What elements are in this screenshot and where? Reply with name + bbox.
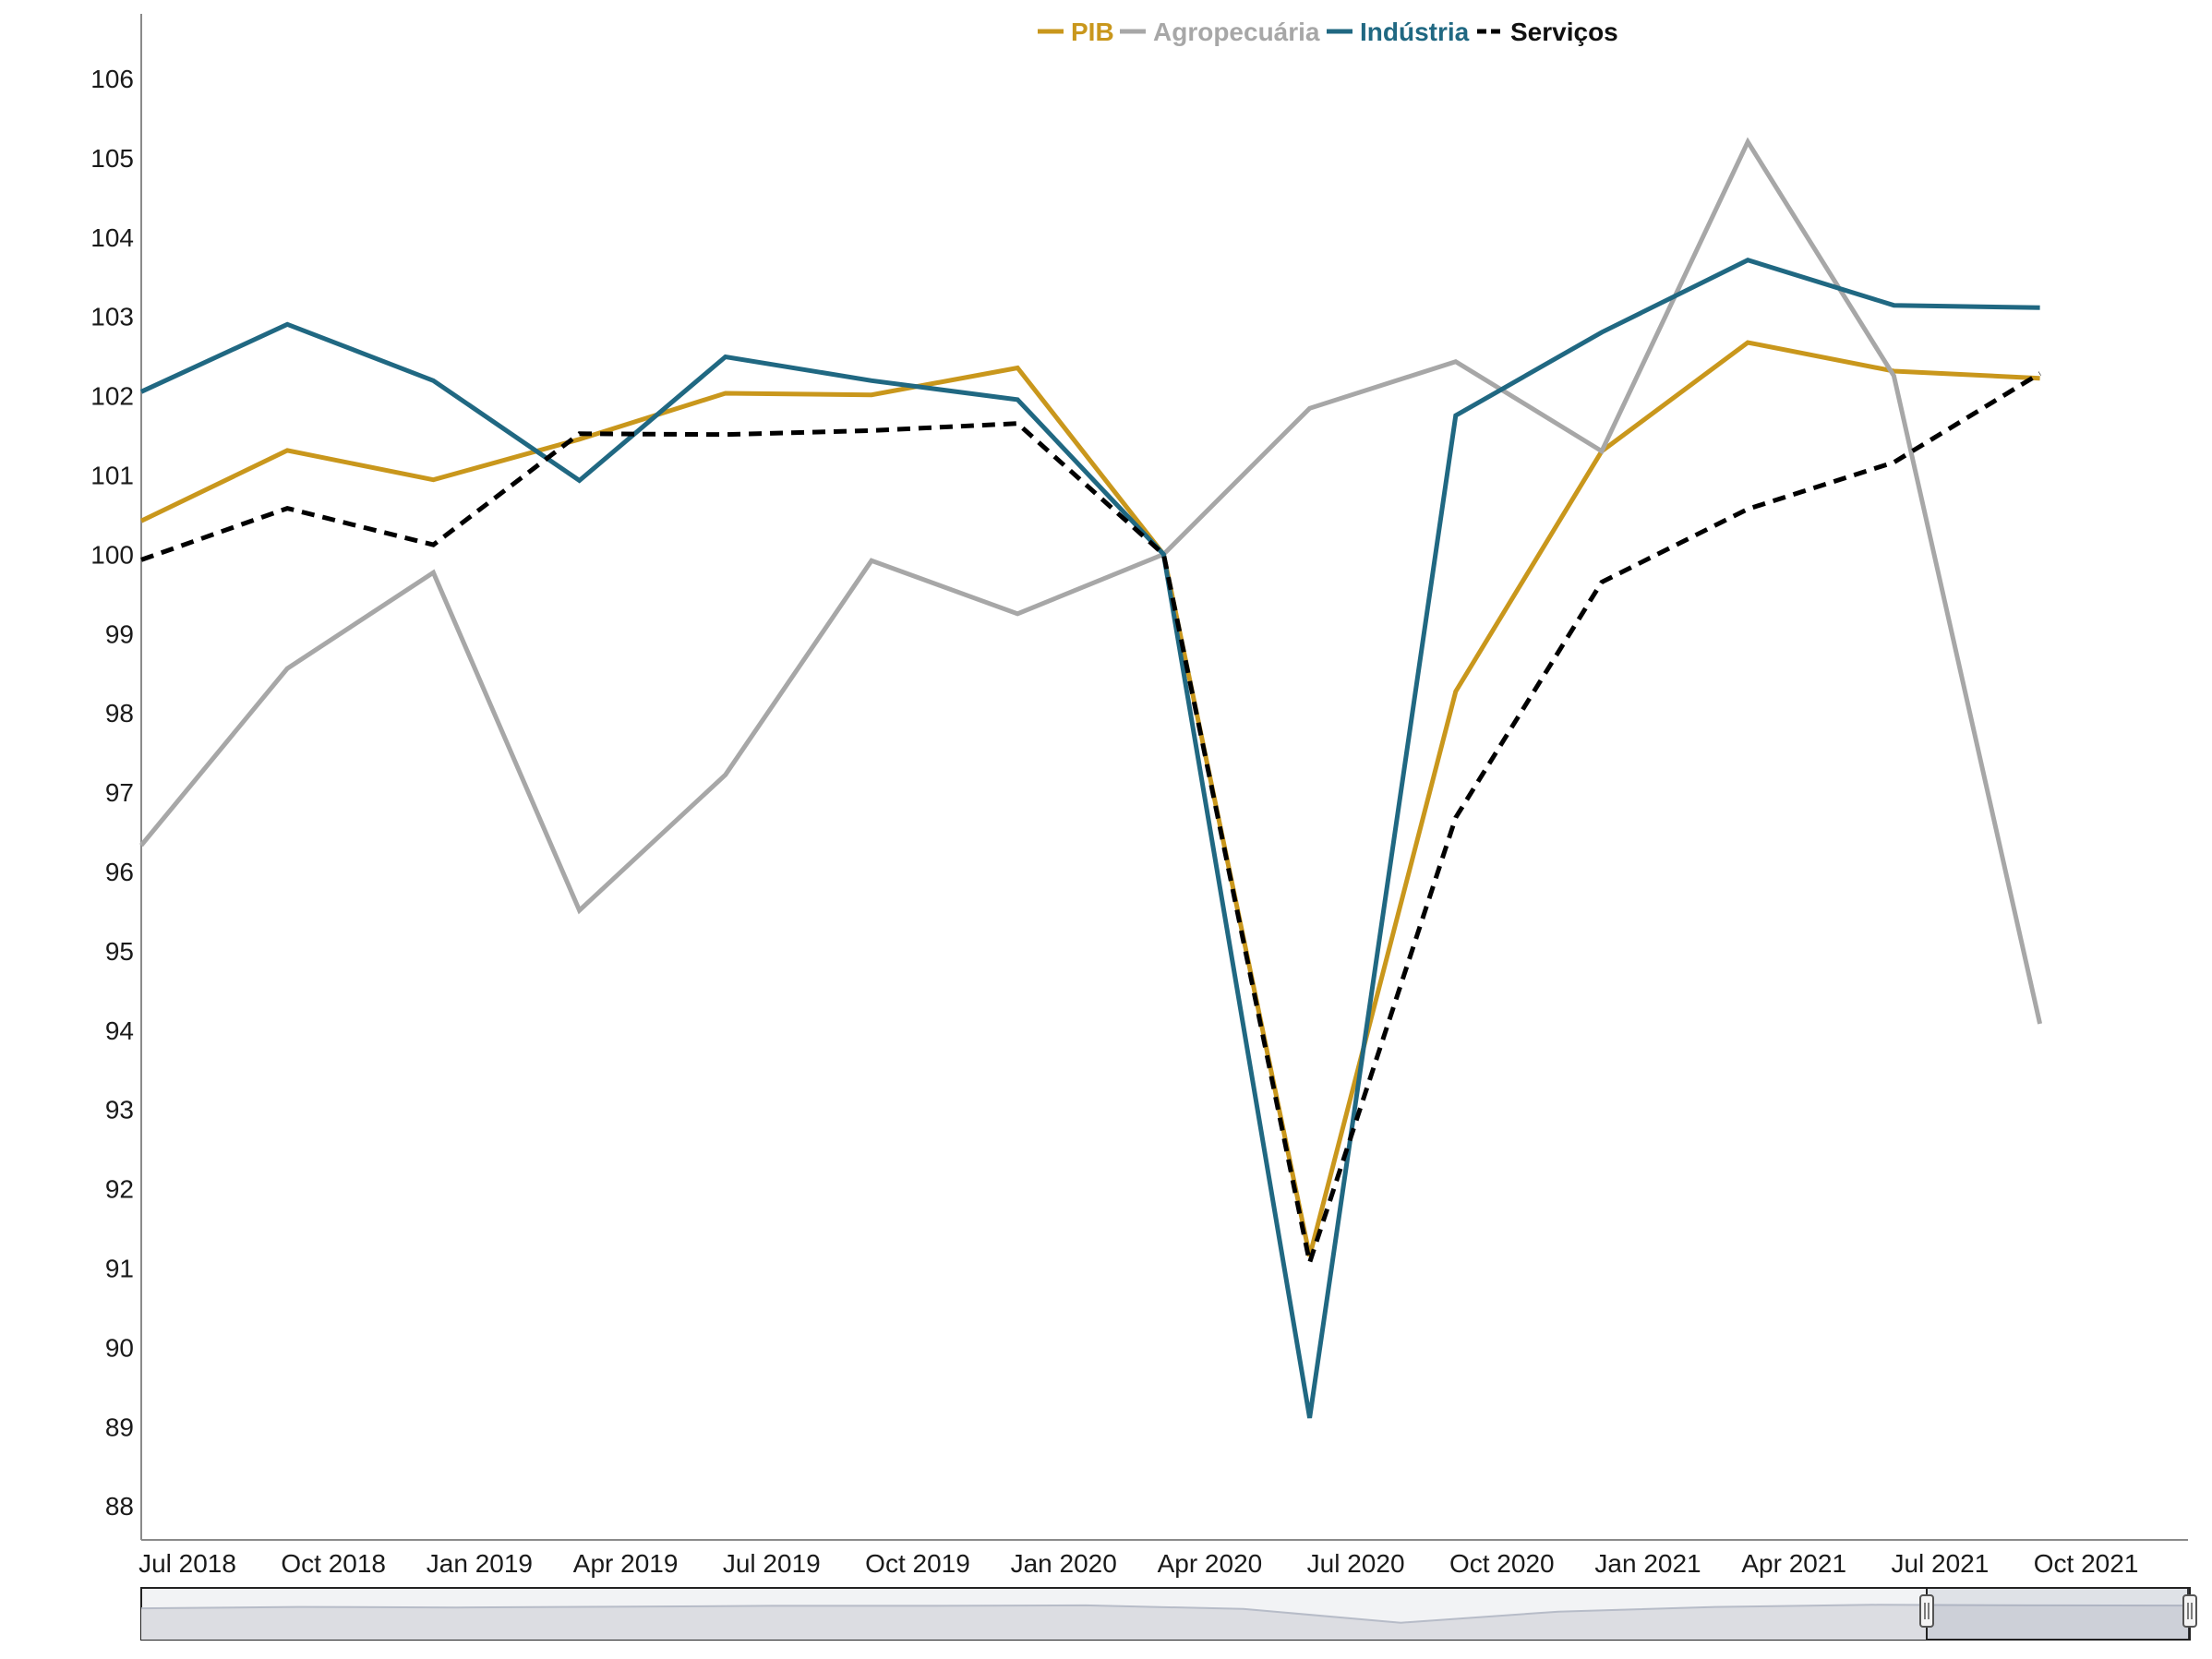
navigator-left-handle[interactable] xyxy=(1919,1594,1934,1628)
y-tick-label: 100 xyxy=(90,540,134,569)
series-line-pib xyxy=(139,340,2040,1257)
x-tick-label: Jan 2019 xyxy=(427,1549,533,1578)
y-tick-label: 102 xyxy=(90,382,134,411)
x-tick-label: Jan 2020 xyxy=(1011,1549,1117,1578)
y-tick-label: 90 xyxy=(105,1333,134,1362)
series-line-industria xyxy=(139,258,2040,1419)
y-tick-label: 98 xyxy=(105,699,134,727)
y-tick-label: 95 xyxy=(105,937,134,966)
legend-label: Serviços xyxy=(1510,18,1618,46)
legend-label: PIB xyxy=(1071,18,1114,46)
legend-item[interactable]: Serviços xyxy=(1477,18,1618,46)
navigator-area xyxy=(141,1605,2188,1640)
x-tick-label: Jul 2020 xyxy=(1307,1549,1405,1578)
y-tick-label: 88 xyxy=(105,1492,134,1521)
y-tick-label: 93 xyxy=(105,1096,134,1124)
legend-label: Agropecuária xyxy=(1153,18,1320,46)
x-tick-label: Jul 2019 xyxy=(723,1549,821,1578)
navigator-selection[interactable] xyxy=(1926,1587,2191,1641)
handle-body xyxy=(1919,1594,1934,1628)
legend-item[interactable]: Agropecuária xyxy=(1120,18,1320,46)
handle-body xyxy=(2182,1594,2197,1628)
y-tick-label: 89 xyxy=(105,1413,134,1441)
legend-item[interactable]: PIB xyxy=(1038,18,1114,46)
series-line-servicos xyxy=(140,371,2041,1272)
y-tick-label: 94 xyxy=(105,1016,134,1045)
x-tick-label: Oct 2019 xyxy=(865,1549,970,1578)
legend-item[interactable]: Indústria xyxy=(1327,18,1470,46)
legend-label: Indústria xyxy=(1360,18,1470,46)
x-tick-label: Oct 2018 xyxy=(281,1549,386,1578)
y-tick-label: 104 xyxy=(90,223,134,252)
x-tick-label: Jul 2021 xyxy=(1891,1549,1989,1578)
axes: 88 89 90 91 92 93 94 95 96 97 98 99 100 101 102 103 104 1… xyxy=(90,14,2188,1578)
x-tick-label: Oct 2021 xyxy=(2034,1549,2139,1578)
navigator-right-handle[interactable] xyxy=(2182,1594,2197,1628)
y-tick-label: 105 xyxy=(90,144,134,173)
series-lines xyxy=(139,137,2043,1419)
y-tick-label: 97 xyxy=(105,778,134,807)
x-tick-label: Jan 2021 xyxy=(1594,1549,1701,1578)
y-tick-label: 96 xyxy=(105,858,134,886)
x-tick-label: Oct 2020 xyxy=(1449,1549,1555,1578)
y-tick-label: 103 xyxy=(90,303,134,331)
legend[interactable]: PIB Agropecuária Indústria Serviços xyxy=(1038,18,1618,46)
y-tick-label: 99 xyxy=(105,619,134,648)
y-tick-label: 92 xyxy=(105,1175,134,1204)
x-tick-label: Jul 2018 xyxy=(138,1549,236,1578)
navigator-line xyxy=(140,1604,2189,1624)
range-navigator[interactable] xyxy=(140,1587,2197,1641)
x-tick-label: Apr 2020 xyxy=(1158,1549,1263,1578)
x-tick-label: Apr 2019 xyxy=(573,1549,679,1578)
y-tick-label: 101 xyxy=(90,462,134,490)
x-tick-label: Apr 2021 xyxy=(1741,1549,1846,1578)
y-tick-label: 91 xyxy=(105,1255,134,1283)
y-tick-label: 106 xyxy=(90,65,134,93)
series-line-agropecuaria xyxy=(139,137,2043,1025)
